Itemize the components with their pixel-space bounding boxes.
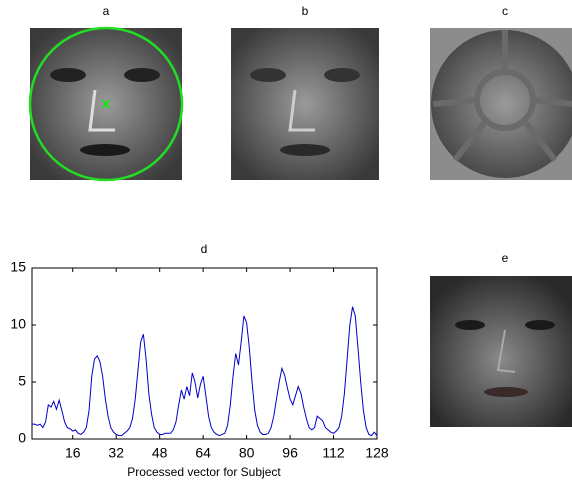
- x-axis-label: Processed vector for Subject: [127, 465, 281, 479]
- x-tick-label: 128: [365, 445, 389, 461]
- x-tick-label: 64: [195, 445, 211, 461]
- x-tick-label: 80: [239, 445, 255, 461]
- x-tick-label: 32: [108, 445, 124, 461]
- x-tick-label: 96: [282, 445, 298, 461]
- image-c: [430, 28, 572, 180]
- image-b: [231, 28, 379, 180]
- y-tick-label: 5: [18, 373, 26, 389]
- image-label: a: [103, 4, 110, 18]
- x-tick-label: 16: [65, 445, 81, 461]
- image-label: b: [302, 4, 309, 18]
- image-label: c: [502, 4, 508, 18]
- x-tick-label: 112: [322, 445, 345, 461]
- y-tick-label: 10: [10, 316, 26, 332]
- chart-title: d: [201, 242, 208, 256]
- x-tick-label: 48: [152, 445, 168, 461]
- y-tick-label: 0: [18, 430, 26, 446]
- plot-frame: [31, 267, 378, 440]
- image-label: e: [502, 251, 509, 265]
- image-e: [430, 276, 572, 427]
- image-a: [28, 26, 184, 182]
- data-line: [32, 306, 378, 437]
- y-tick-label: 15: [10, 259, 26, 275]
